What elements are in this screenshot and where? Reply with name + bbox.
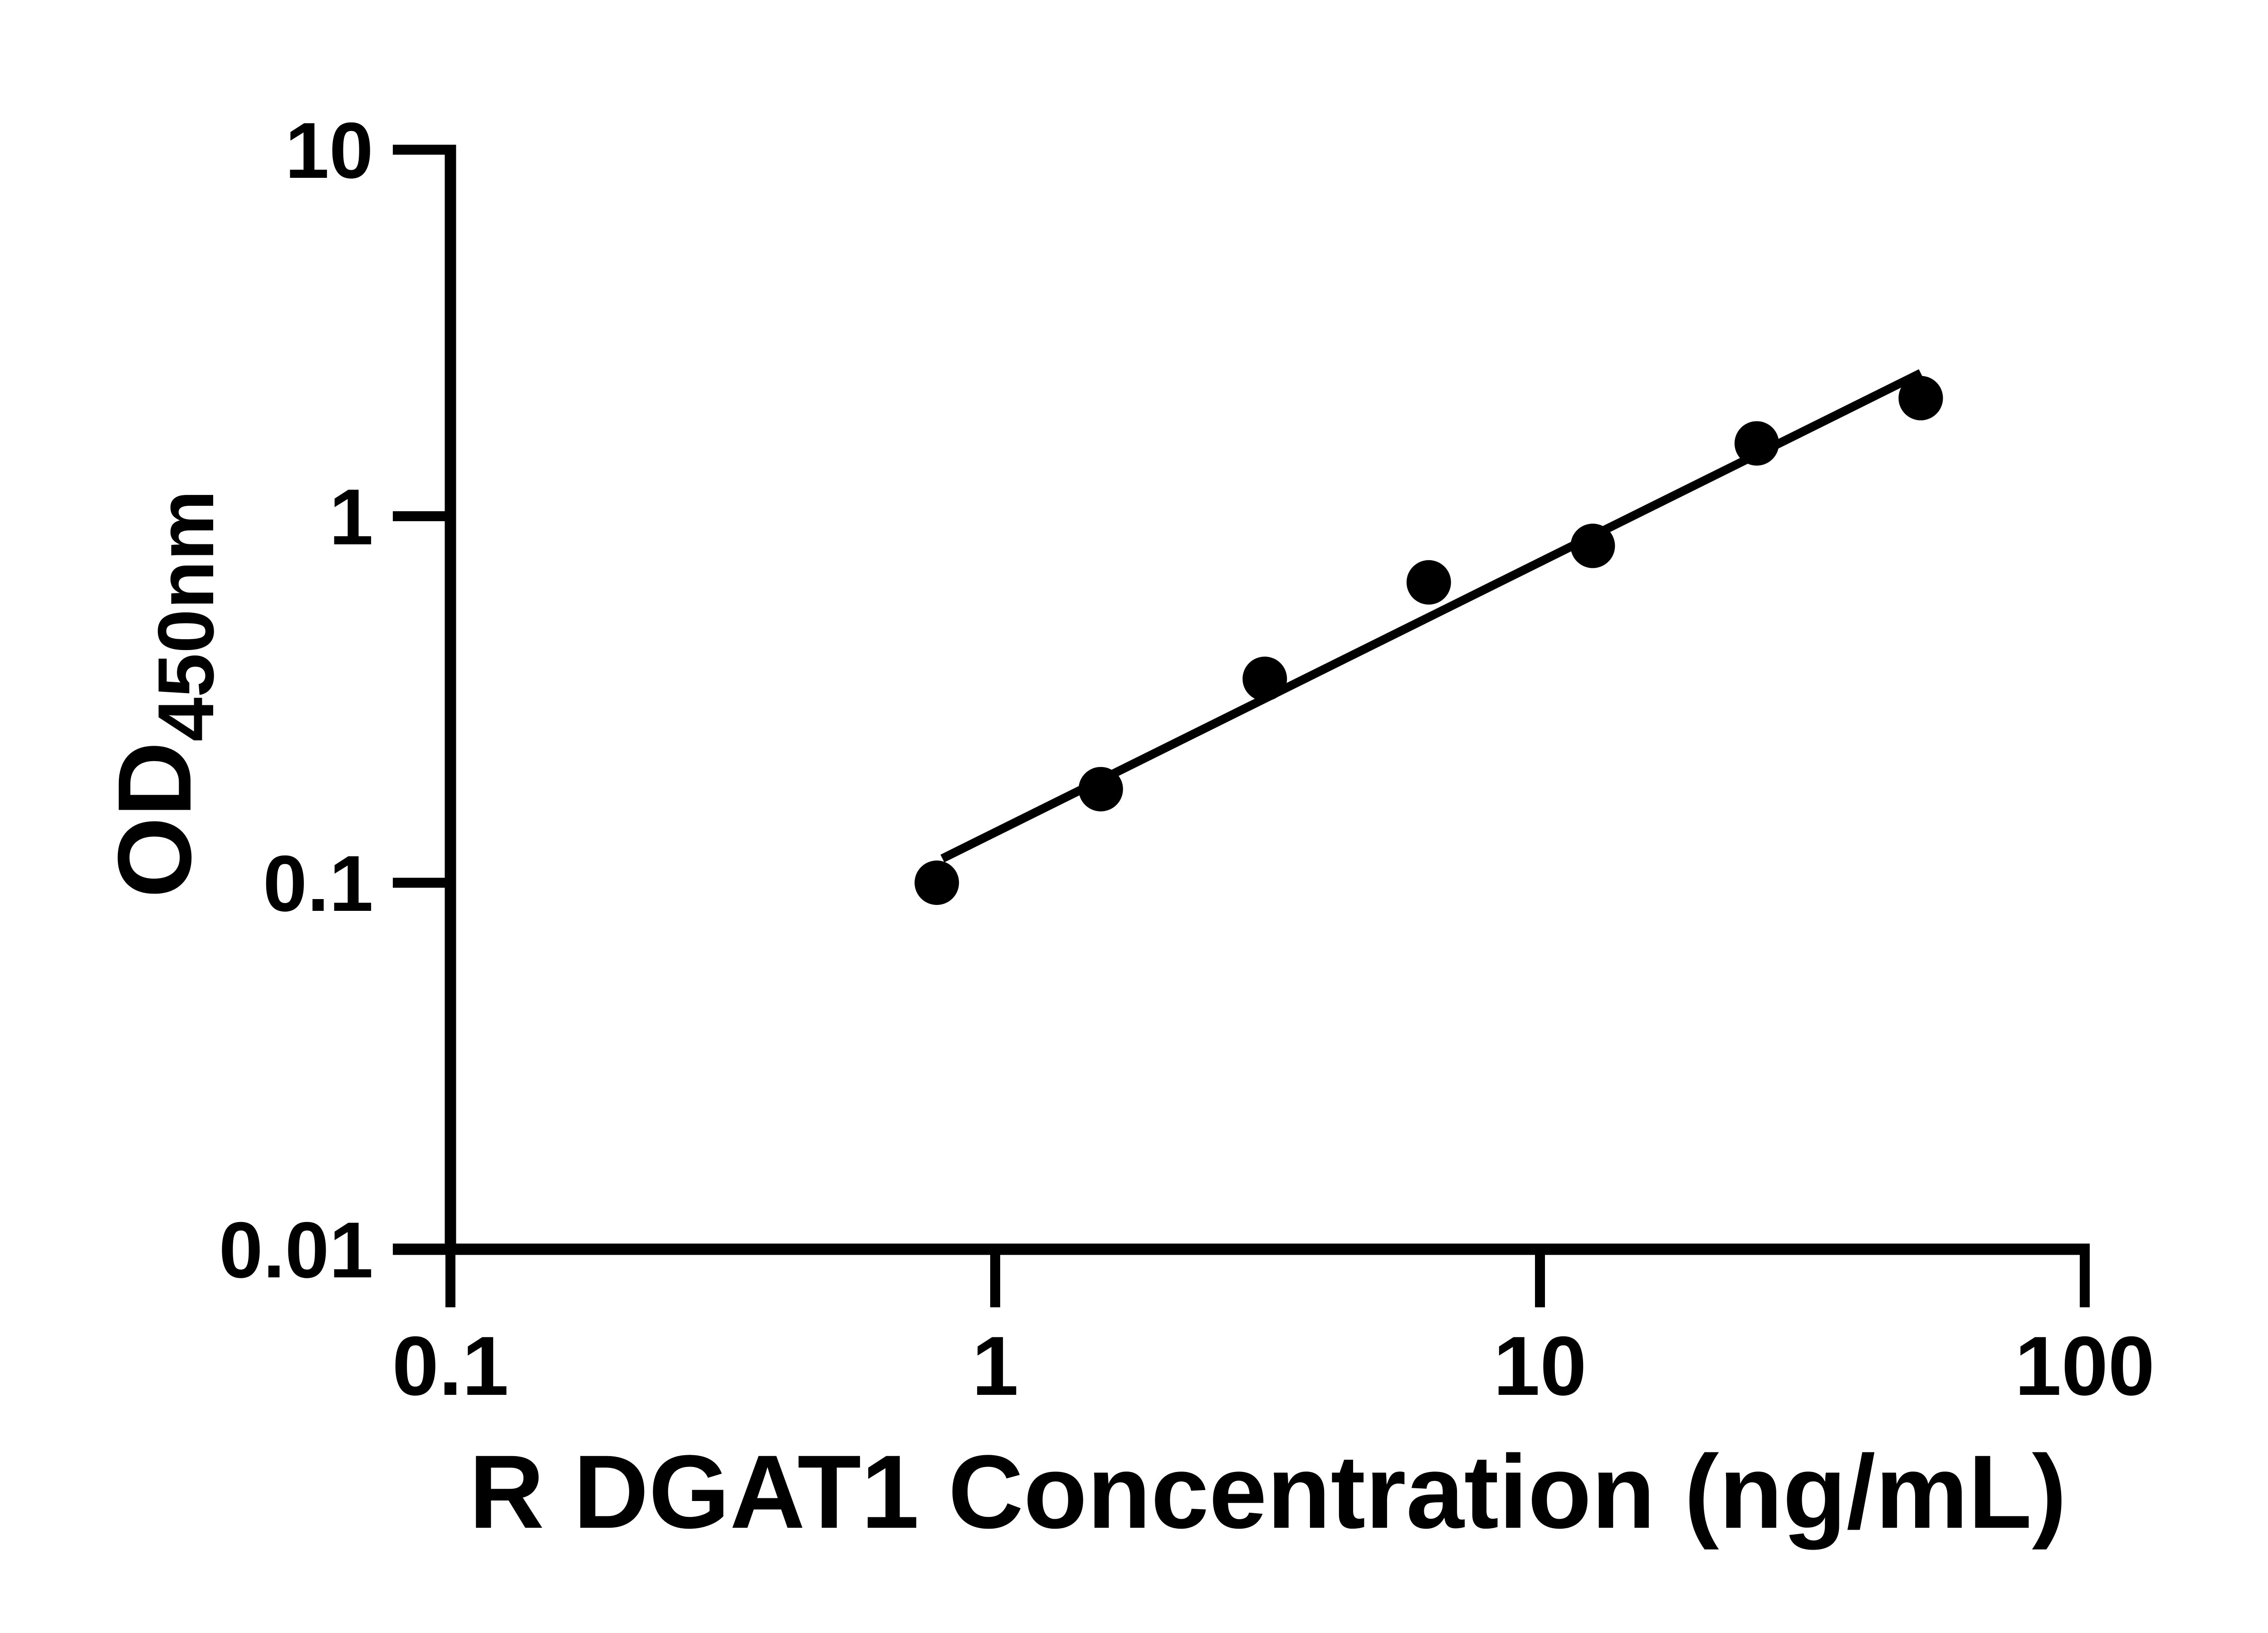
x-tick-label: 10: [1493, 1320, 1587, 1413]
x-tick-label: 0.1: [392, 1320, 508, 1413]
y-axis-title-base: OD: [96, 742, 213, 898]
data-point: [1406, 560, 1451, 605]
x-axis-title: R DGAT1 Concentration (ng/mL): [469, 1433, 2067, 1550]
data-point: [1570, 523, 1615, 568]
y-tick-label: 0.01: [219, 1206, 373, 1295]
x-tick-label: 1: [972, 1320, 1019, 1413]
y-tick-label: 10: [285, 107, 373, 195]
y-axis-title-subscript: 450nm: [142, 490, 230, 741]
y-tick-label: 0.1: [263, 840, 373, 928]
axes-layer: [393, 145, 2090, 1307]
data-point: [1898, 376, 1943, 420]
y-axis-title: OD450nm: [96, 490, 230, 898]
data-point: [1734, 421, 1779, 466]
data-point: [1078, 767, 1123, 812]
data-point: [914, 861, 959, 905]
data-layer: [914, 369, 1943, 905]
y-tick-label: 1: [329, 473, 373, 562]
x-tick-label: 100: [2015, 1320, 2155, 1413]
data-point: [1242, 656, 1287, 701]
